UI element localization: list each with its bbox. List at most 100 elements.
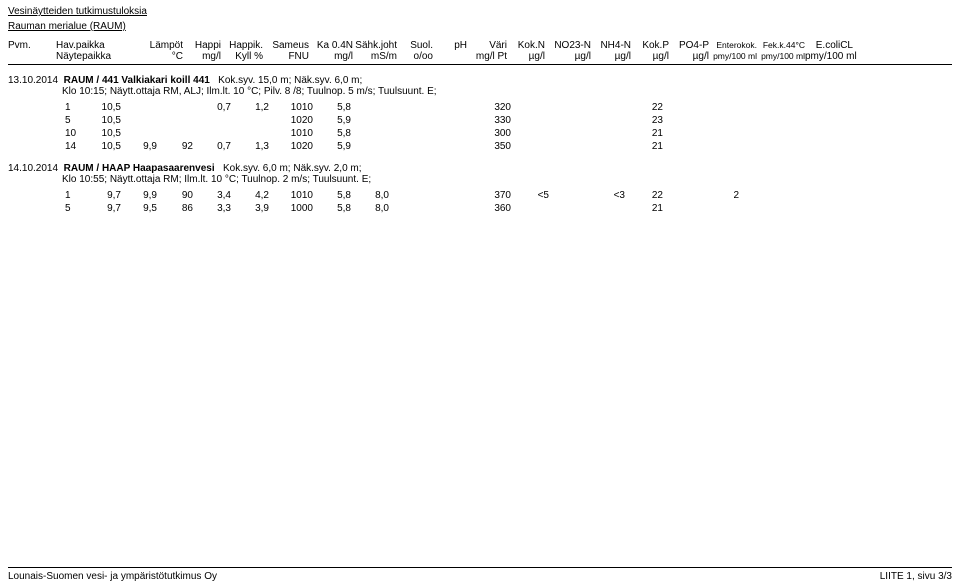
table-cell: 1,2 [234, 101, 272, 114]
hdr-kokn: Kok.N [507, 40, 545, 51]
table-cell: 360 [472, 202, 514, 215]
hdr2-suol: o/oo [397, 51, 433, 62]
table-row: 19,79,9903,44,210105,88,0370<5<3222 [62, 189, 742, 202]
table-cell [124, 127, 160, 140]
hdr-po4: PO4-P [669, 40, 709, 51]
table-cell: 2 [704, 189, 742, 202]
page-title-2: Rauman merialue (RAUM) [8, 21, 952, 32]
table-cell [552, 189, 590, 202]
column-header-row-2: Näytepaikka °C mg/l Kyll % FNU mg/l mS/m… [8, 51, 952, 65]
table-cell [392, 202, 430, 215]
table-cell [552, 127, 590, 140]
hdr-entero: Enterokok. [709, 40, 757, 51]
table-cell [666, 101, 704, 114]
table-cell [430, 101, 472, 114]
table-cell [704, 101, 742, 114]
hdr-happi: Happi [183, 40, 221, 51]
table-cell [124, 101, 160, 114]
hdr-sameus: Sameus [263, 40, 309, 51]
hdr-hav: Hav.paikka [56, 40, 141, 51]
hdr-ka04n: Ka 0.4N [309, 40, 353, 51]
table-cell: 3,3 [196, 202, 234, 215]
table-cell: 330 [472, 114, 514, 127]
hdr2-nh4: µg/l [591, 51, 631, 62]
column-header-row-1: Pvm. Hav.paikka Lämpöt Happi Happik. Sam… [8, 40, 952, 51]
table-cell: 9,5 [124, 202, 160, 215]
table-cell [196, 127, 234, 140]
hdr2-hav: Näytepaikka [56, 51, 141, 62]
hdr2-entero: pmy/100 ml [709, 51, 757, 62]
table-cell [704, 127, 742, 140]
table-cell [354, 127, 392, 140]
table-cell: 0,7 [196, 140, 234, 153]
hdr2-po4: µg/l [669, 51, 709, 62]
table-cell [392, 189, 430, 202]
hdr2-no23: µg/l [545, 51, 591, 62]
table-cell: 1000 [272, 202, 316, 215]
table-cell: 5,8 [316, 202, 354, 215]
table-cell: 350 [472, 140, 514, 153]
table-cell: 1010 [272, 101, 316, 114]
table-cell [392, 114, 430, 127]
table-cell [160, 114, 196, 127]
table-cell [160, 127, 196, 140]
table-cell [514, 202, 552, 215]
table-cell: 21 [628, 140, 666, 153]
hdr2-kokn: µg/l [507, 51, 545, 62]
table-cell [514, 114, 552, 127]
table-row: 1410,59,9920,71,310205,935021 [62, 140, 742, 153]
table-cell: 10,5 [84, 140, 124, 153]
table-cell [234, 114, 272, 127]
hdr-kokp: Kok.P [631, 40, 669, 51]
hdr2-kokp: µg/l [631, 51, 669, 62]
table-cell [704, 114, 742, 127]
table-cell: 10,5 [84, 114, 124, 127]
table-cell [160, 101, 196, 114]
table-cell: 5 [62, 202, 84, 215]
table-cell [392, 140, 430, 153]
table-row: 510,510205,933023 [62, 114, 742, 127]
table-cell [354, 114, 392, 127]
table-cell: 1 [62, 189, 84, 202]
table-cell [590, 127, 628, 140]
table-row: 1010,510105,830021 [62, 127, 742, 140]
table-cell: 320 [472, 101, 514, 114]
table-cell [392, 127, 430, 140]
hdr2-fek: pmy/100 ml [757, 51, 805, 62]
table-cell: 10,5 [84, 101, 124, 114]
hdr2-vari: mg/l Pt [467, 51, 507, 62]
table-cell: 5,8 [316, 127, 354, 140]
table-cell: 1020 [272, 140, 316, 153]
table-cell [666, 140, 704, 153]
table-cell [124, 114, 160, 127]
table-cell: 23 [628, 114, 666, 127]
hdr-sahk: Sähk.joht [353, 40, 397, 51]
table-cell: 5,9 [316, 140, 354, 153]
table-cell [666, 202, 704, 215]
table-cell [590, 202, 628, 215]
section-rest: Kok.syv. 15,0 m; Näk.syv. 6,0 m; [218, 75, 362, 86]
hdr-vari: Väri [467, 40, 507, 51]
table-cell [234, 127, 272, 140]
table-cell [590, 140, 628, 153]
table-cell: 300 [472, 127, 514, 140]
section-date: 14.10.2014 [8, 163, 58, 174]
hdr-no23: NO23-N [545, 40, 591, 51]
table-cell [354, 101, 392, 114]
table-cell [430, 127, 472, 140]
hdr-nh4: NH4-N [591, 40, 631, 51]
hdr-happik: Happik. [221, 40, 263, 51]
table-cell: 9,7 [84, 189, 124, 202]
table-cell: 14 [62, 140, 84, 153]
data-table: 19,79,9903,44,210105,88,0370<5<322259,79… [62, 189, 742, 215]
hdr-lampo: Lämpöt [141, 40, 183, 51]
table-cell: 5,8 [316, 101, 354, 114]
sections-container: 13.10.2014 RAUM / 441 Valkiakari koill 4… [8, 75, 952, 215]
table-cell [430, 202, 472, 215]
table-cell: 0,7 [196, 101, 234, 114]
table-cell: 3,9 [234, 202, 272, 215]
table-cell [514, 101, 552, 114]
table-cell [590, 114, 628, 127]
table-cell: 92 [160, 140, 196, 153]
section-site: RAUM / 441 Valkiakari koill 441 [64, 75, 210, 86]
